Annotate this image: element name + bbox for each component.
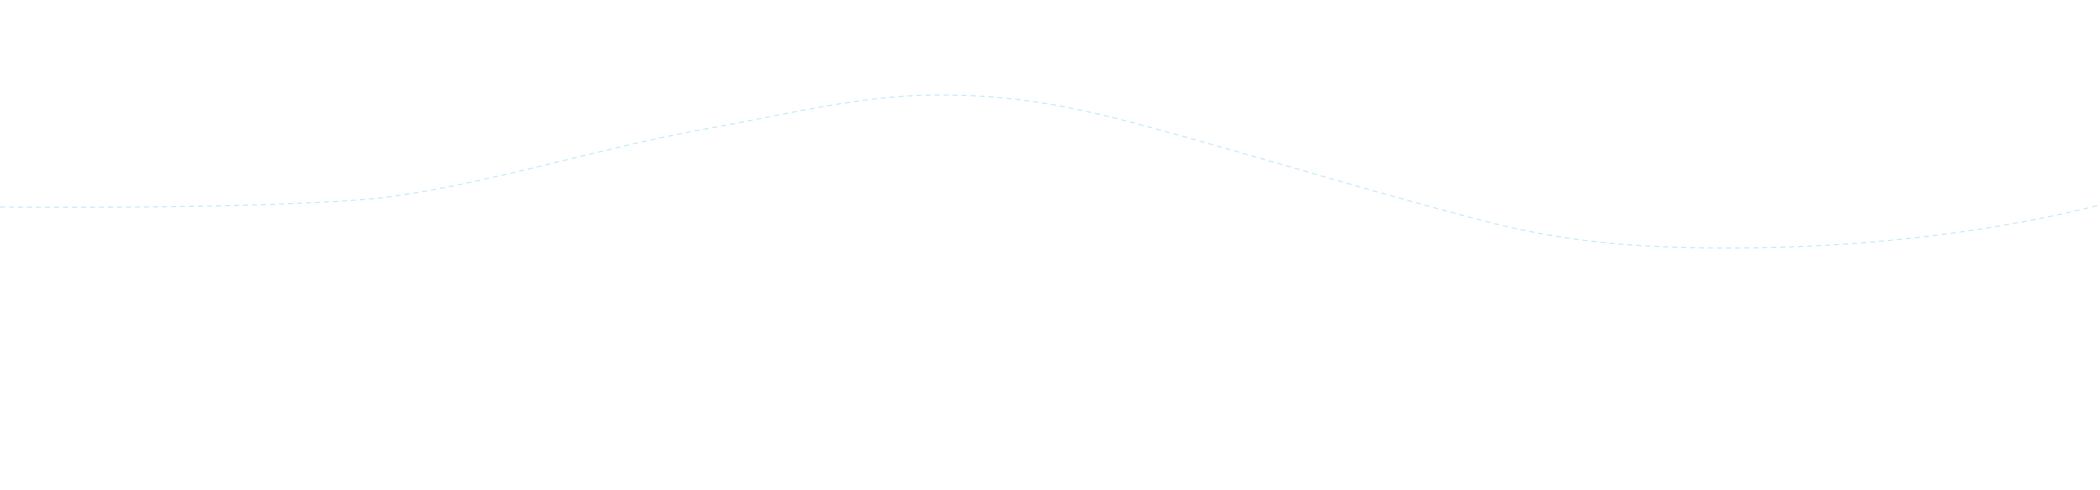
dashed-wave-line [0,94,2100,249]
